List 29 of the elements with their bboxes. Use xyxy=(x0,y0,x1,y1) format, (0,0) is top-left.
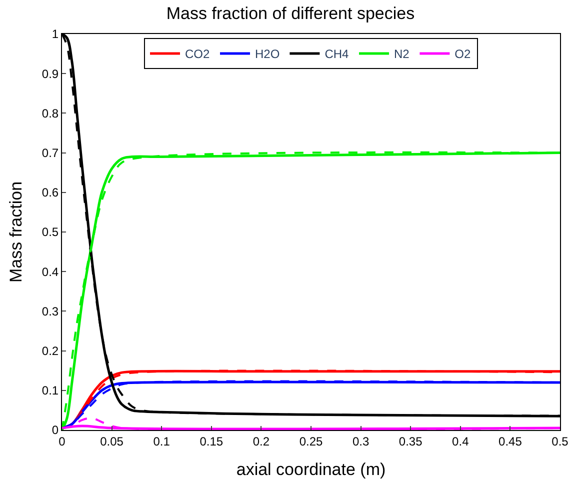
y-tick-label: 0.7 xyxy=(42,146,59,160)
y-tick-label: 0.4 xyxy=(42,264,59,279)
y-tick-label: 0.1 xyxy=(42,384,59,398)
y-tick-label: 0 xyxy=(52,423,59,438)
y-tick-label: 1 xyxy=(52,27,59,42)
x-tick-label: 0.3 xyxy=(352,434,370,448)
chart-title: Mass fraction of different species xyxy=(166,4,415,24)
x-tick-label: 0.25 xyxy=(299,434,323,448)
x-tick-label: 0.2 xyxy=(252,434,270,448)
y-tick-label: 0.8 xyxy=(42,106,59,120)
y-tick-label: 0.3 xyxy=(42,304,59,318)
x-tick-label: 0.1 xyxy=(153,434,170,448)
x-tick-label: 0.15 xyxy=(200,434,224,448)
legend-label: H2O xyxy=(255,47,280,62)
y-tick-label: 0.9 xyxy=(42,66,59,81)
legend-label: CH4 xyxy=(324,47,350,62)
x-tick-label: 0.5 xyxy=(552,434,569,448)
y-tick-label: 0.6 xyxy=(42,186,59,200)
x-tick-label: 0.35 xyxy=(398,434,423,448)
x-axis-title: axial coordinate (m) xyxy=(236,460,386,479)
y-tick-label: 0.5 xyxy=(42,225,59,240)
x-tick-label: 0.05 xyxy=(100,434,124,448)
legend-label: O2 xyxy=(454,47,472,62)
y-axis-title: Mass fraction xyxy=(6,181,26,283)
y-tick-label: 0.2 xyxy=(42,344,59,358)
legend-label: CO2 xyxy=(185,47,210,62)
x-tick-label: 0.45 xyxy=(498,434,522,448)
legend-label: N2 xyxy=(394,47,410,62)
x-tick-label: 0.4 xyxy=(452,434,470,448)
